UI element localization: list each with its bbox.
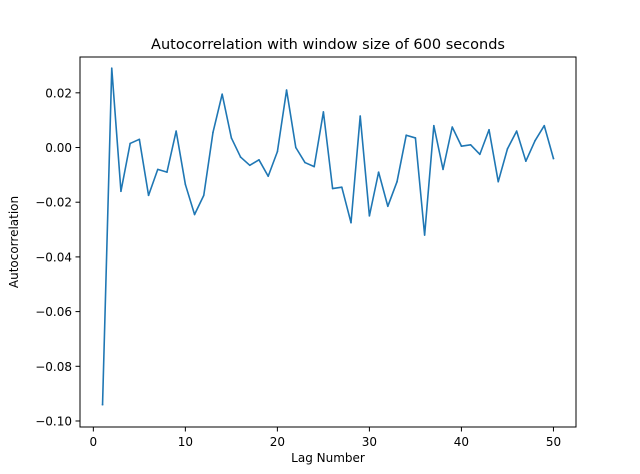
data-point [433, 124, 435, 127]
y-tick-label: −0.04 [35, 250, 72, 264]
data-point [387, 205, 389, 208]
data-point [350, 221, 352, 224]
data-point [460, 145, 463, 147]
data-point [451, 126, 454, 128]
data-point [552, 157, 555, 160]
data-point [129, 142, 131, 145]
data-point [212, 131, 214, 134]
data-point [267, 175, 269, 178]
x-axis: 0 10 20 30 40 50 [90, 427, 561, 449]
data-point [341, 186, 343, 188]
data-point [184, 183, 187, 186]
data-point [525, 160, 527, 162]
x-tick-label: 20 [270, 435, 285, 449]
data-point [331, 187, 334, 190]
chart-title: Autocorrelation with window size of 600 … [151, 37, 505, 53]
data-point [120, 190, 122, 193]
data-point [221, 93, 223, 95]
data-point [377, 171, 380, 173]
data-point [534, 139, 536, 142]
data-point [469, 143, 472, 146]
data-point [405, 134, 408, 137]
data-point [202, 194, 205, 197]
x-tick-label: 30 [362, 435, 377, 449]
data-point [368, 215, 371, 217]
data-point [515, 130, 518, 132]
y-tick-label: 0.02 [45, 86, 72, 100]
y-axis-title: Autocorrelation [7, 196, 21, 288]
data-point [423, 234, 426, 236]
data-point [506, 148, 509, 150]
x-tick-label: 40 [454, 435, 469, 449]
data-point [110, 67, 113, 70]
data-point [488, 128, 490, 131]
series-line [101, 67, 555, 406]
data-point [258, 159, 260, 161]
y-tick-label: 0.00 [45, 141, 72, 155]
data-point [239, 156, 242, 158]
data-point [322, 111, 325, 113]
plot-area [101, 67, 555, 406]
data-point [166, 171, 168, 173]
x-tick-label: 50 [546, 435, 561, 449]
data-point [248, 164, 251, 167]
x-axis-title: Lag Number [291, 451, 365, 465]
data-point [138, 138, 141, 141]
data-point [497, 180, 500, 183]
data-point [101, 403, 104, 406]
x-tick-label: 10 [178, 435, 193, 449]
data-point [156, 168, 159, 171]
data-point [479, 153, 481, 156]
data-point [442, 168, 444, 171]
data-point [175, 130, 177, 132]
data-point [396, 180, 398, 183]
data-point [313, 165, 316, 168]
y-axis: −0.10 −0.08 −0.06 −0.04 −0.02 0.00 0.02 [35, 86, 80, 428]
data-point [543, 124, 546, 127]
y-tick-label: −0.06 [35, 305, 72, 319]
data-point [230, 137, 233, 139]
y-tick-label: −0.10 [35, 414, 72, 428]
data-point [414, 137, 417, 139]
data-point [294, 146, 297, 149]
data-point [193, 213, 196, 216]
data-point [285, 89, 288, 91]
x-tick-label: 0 [90, 435, 98, 449]
y-tick-label: −0.02 [35, 196, 72, 210]
data-point [147, 194, 150, 197]
axes-frame [79, 56, 577, 428]
data-point [276, 150, 279, 153]
data-point [359, 115, 362, 117]
y-tick-label: −0.08 [35, 360, 72, 374]
data-point [304, 161, 306, 164]
